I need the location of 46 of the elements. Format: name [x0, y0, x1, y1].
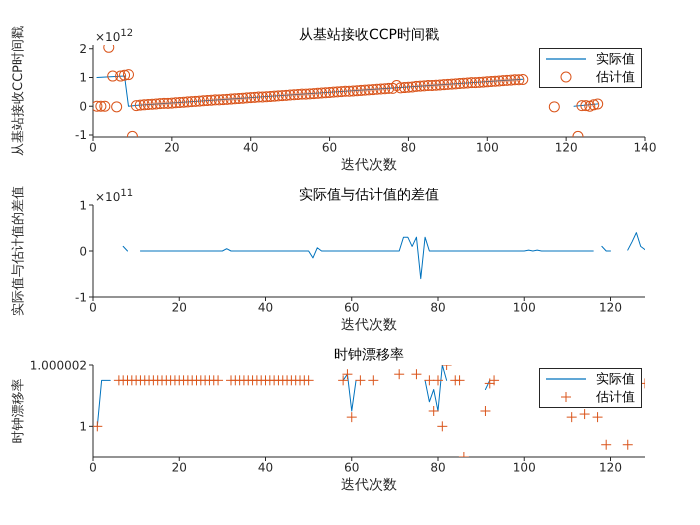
y-tick-label: -1 — [75, 128, 87, 142]
x-axis-title: 迭代次数 — [340, 476, 398, 494]
chart-title: 实际值与估计值的差值 — [299, 187, 439, 203]
x-tick-label: 120 — [599, 300, 622, 315]
legend-label: 实际值 — [596, 371, 635, 388]
x-tick-label: 60 — [344, 460, 360, 475]
x-axis-title: 迭代次数 — [340, 316, 398, 334]
y-tick-label: 1 — [79, 420, 87, 434]
x-tick-label: 140 — [634, 140, 656, 155]
y-tick-label: 2 — [79, 42, 87, 56]
y-tick-label: 0 — [79, 100, 87, 114]
x-tick-label: 100 — [476, 140, 499, 155]
legend-label: 估计值 — [596, 69, 635, 86]
y-tick-label: -1 — [75, 290, 87, 304]
text: ×10$^{12}$ — [95, 28, 134, 44]
y-tick-label: 0 — [79, 244, 87, 258]
chart-title: 从基站接收CCP时间戳 — [299, 27, 439, 43]
y-tick-label: 1 — [79, 70, 87, 85]
x-tick-label: 40 — [258, 300, 274, 315]
x-tick-label: 0 — [89, 460, 97, 475]
y-tick-label: 1.000002 — [30, 358, 87, 372]
x-tick-label: 80 — [430, 300, 446, 315]
x-tick-label: 80 — [430, 460, 446, 475]
y-tick-label: 1 — [79, 198, 87, 212]
y-axis-title: 时钟漂移率 — [10, 378, 27, 444]
y-axis-title: 实际值与估计值的差值 — [10, 186, 27, 316]
x-tick-label: 120 — [554, 140, 578, 155]
text: ×10$^{11}$ — [95, 188, 134, 204]
legend-label: 估计值 — [596, 389, 635, 406]
x-tick-label: 60 — [344, 300, 360, 315]
x-tick-label: 0 — [89, 140, 97, 155]
x-tick-label: 40 — [243, 140, 258, 155]
x-tick-label: 100 — [512, 460, 536, 475]
x-tick-label: 0 — [89, 300, 97, 315]
y-axis-title: 从基站接收CCP时间戳 — [10, 26, 27, 156]
x-tick-label: 100 — [512, 300, 536, 315]
x-tick-label: 20 — [172, 300, 187, 315]
x-tick-label: 120 — [599, 460, 622, 475]
legend-label: 实际值 — [596, 51, 635, 68]
chart-title: 时钟漂移率 — [333, 346, 405, 364]
x-tick-label: 40 — [258, 460, 274, 475]
x-axis-title: 迭代次数 — [340, 156, 398, 174]
x-tick-label: 20 — [164, 140, 180, 155]
x-tick-label: 80 — [400, 140, 416, 155]
x-tick-label: 20 — [172, 460, 187, 475]
x-tick-label: 60 — [322, 140, 338, 155]
